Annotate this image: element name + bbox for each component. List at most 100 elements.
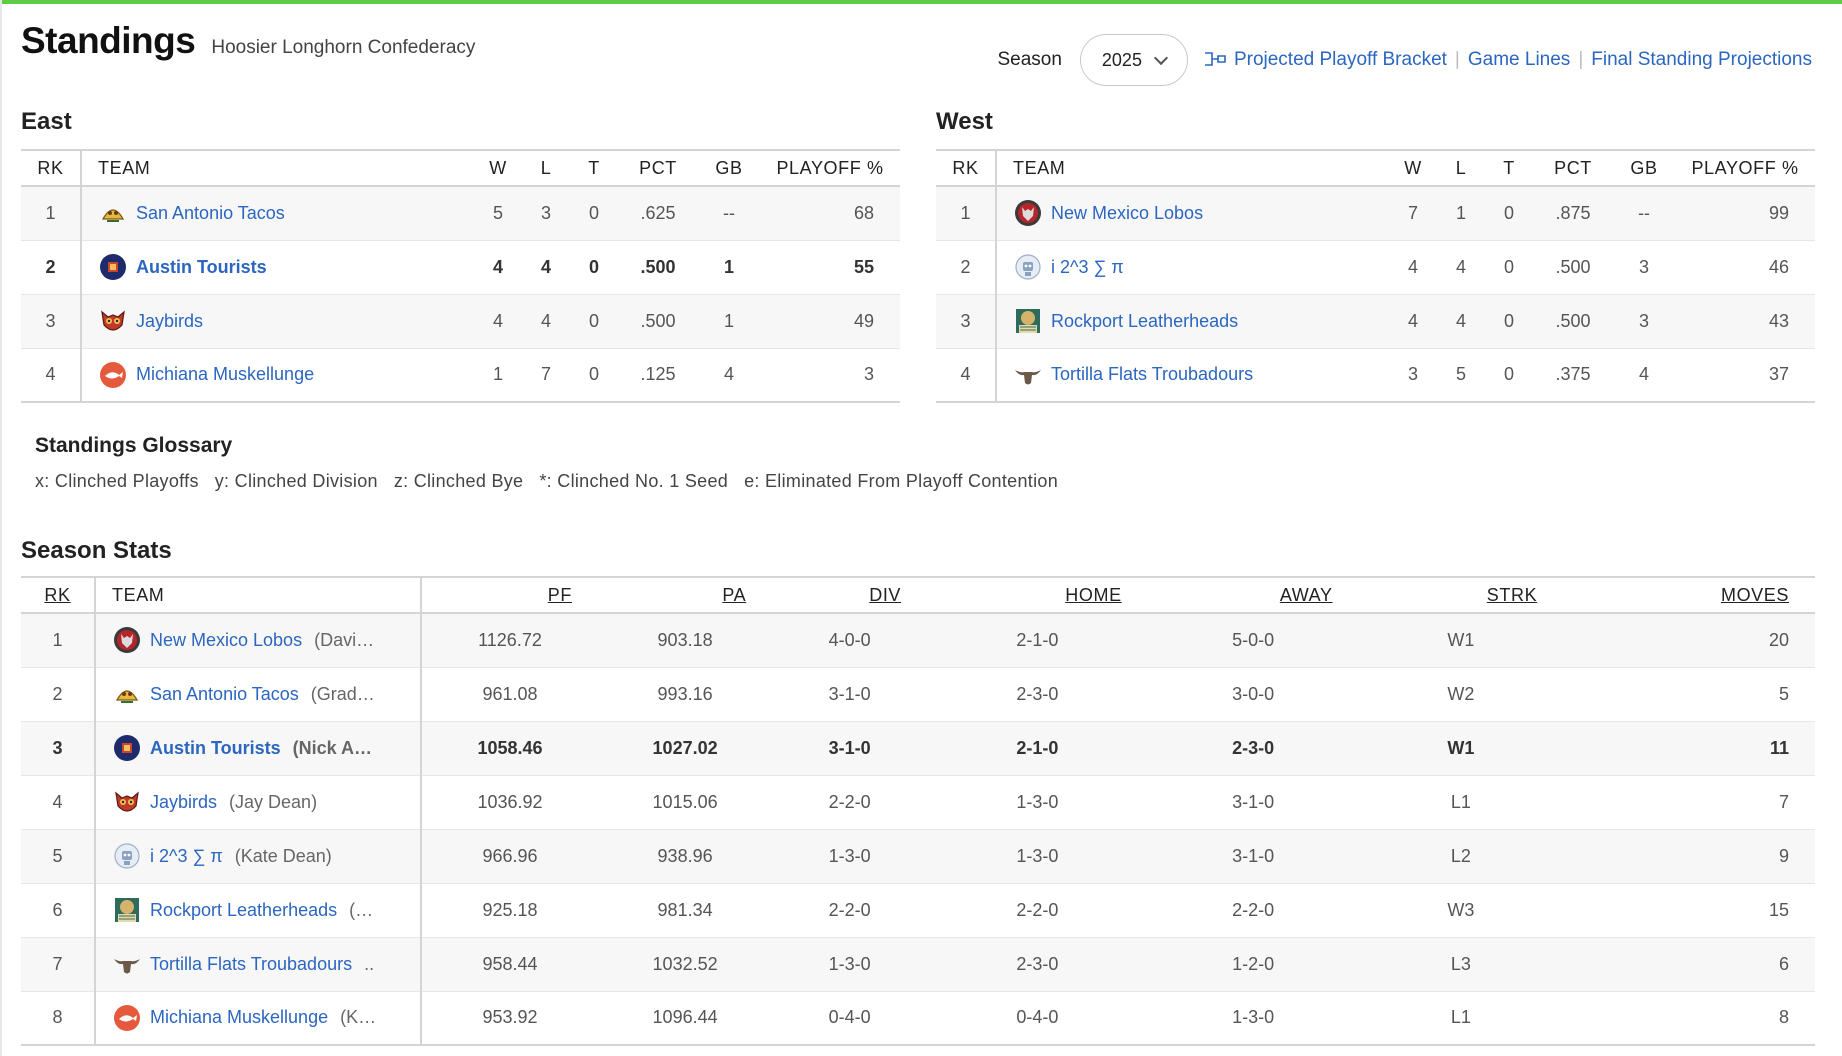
t-cell: 0 [1485, 240, 1533, 295]
team-link[interactable]: Tortilla Flats Troubadours [150, 953, 353, 974]
season-value: 2025 [1101, 49, 1142, 70]
column-header[interactable]: STRK [1358, 576, 1564, 614]
column-header[interactable]: PF [421, 576, 598, 614]
team-link[interactable]: Michiana Muskellunge [136, 364, 315, 385]
gb-cell: 4 [698, 348, 760, 403]
team-link[interactable]: Austin Tourists [150, 737, 281, 758]
team-link[interactable]: i 2^3 ∑ π [1051, 256, 1124, 277]
home-cell: 2-2-0 [927, 883, 1148, 938]
final-standing-projections-link[interactable]: Final Standing Projections [1591, 49, 1812, 70]
team-link[interactable]: San Antonio Tacos [136, 202, 285, 223]
column-header[interactable]: RK [21, 576, 96, 614]
east-standings-table: RK TEAM W L T PCT GB PLAYOFF % 1 San Antonio Taco… [21, 149, 900, 403]
stats-row: 1 New Mexico Lobos (Davi… 1126.72 903.18 4-0-… [21, 613, 1815, 668]
team-link[interactable]: New Mexico Lobos [1051, 202, 1204, 223]
team-link[interactable]: New Mexico Lobos [150, 629, 303, 650]
column-header[interactable]: DIV [772, 576, 928, 614]
pa-cell: 1015.06 [597, 775, 773, 830]
column-header[interactable]: GB [1613, 149, 1675, 187]
team-link[interactable]: Jaybirds [136, 310, 204, 331]
team-link[interactable]: Rockport Leatherheads [1051, 310, 1239, 331]
away-cell: 3-1-0 [1147, 829, 1359, 884]
glossary-item: y: Clinched Division [214, 471, 378, 491]
t-cell: 0 [1485, 348, 1533, 403]
column-header[interactable]: L [522, 149, 570, 187]
rank-cell: 1 [936, 186, 997, 241]
longhorn-icon [112, 949, 142, 979]
tourists-icon [98, 252, 128, 282]
team-cell: Jaybirds (Jay Dean) [95, 775, 422, 830]
column-header[interactable]: HOME [927, 576, 1148, 614]
season-dropdown[interactable]: 2025 [1079, 34, 1188, 86]
strk-cell: W1 [1358, 721, 1564, 776]
column-header[interactable]: RK [936, 149, 997, 187]
team-wrap: Tortilla Flats Troubadours [1013, 360, 1389, 390]
div-cell: 1-3-0 [772, 829, 928, 884]
table-header-row: RK TEAM PF PA DIV HOME AWAY STRK MOVES [21, 576, 1815, 614]
column-header[interactable]: MOVES [1563, 576, 1815, 614]
column-header[interactable]: GB [698, 149, 760, 187]
team-link[interactable]: i 2^3 ∑ π [150, 845, 223, 866]
east-division-title: East [21, 108, 72, 135]
away-cell: 1-2-0 [1147, 937, 1359, 992]
w-cell: 4 [474, 294, 522, 349]
column-header[interactable]: PLAYOFF % [760, 149, 900, 187]
home-cell: 1-3-0 [927, 829, 1148, 884]
div-cell: 3-1-0 [772, 667, 928, 722]
rank-cell: 3 [21, 721, 96, 776]
glossary-item: x: Clinched Playoffs [35, 471, 199, 491]
team-wrap: Michiana Muskellunge (K… [112, 1003, 412, 1033]
moves-cell: 5 [1563, 667, 1815, 722]
owner-name: (Jay Dean) [229, 791, 318, 812]
column-header[interactable]: L [1437, 149, 1485, 187]
team-link[interactable]: Austin Tourists [136, 256, 267, 277]
l-cell: 7 [522, 348, 570, 403]
column-header[interactable]: AWAY [1147, 576, 1359, 614]
team-link[interactable]: Tortilla Flats Troubadours [1051, 364, 1254, 385]
column-header[interactable]: W [1389, 149, 1437, 187]
w-cell: 1 [474, 348, 522, 403]
column-header[interactable]: PA [597, 576, 773, 614]
stats-row: 8 Michiana Muskellunge (K… 953.92 1096.44 0-4… [21, 991, 1815, 1046]
rank-cell: 2 [21, 667, 96, 722]
pf-cell: 966.96 [421, 829, 598, 884]
stats-row: 2 San Antonio Tacos (Grad… 961.08 993.16 3-1-… [21, 667, 1815, 722]
l-cell: 4 [1437, 240, 1485, 295]
team-cell: Rockport Leatherheads (… [95, 883, 422, 938]
standings-row: 4 Michiana Muskellunge 1 7 0.125 4 3 [21, 348, 900, 403]
team-cell: Michiana Muskellunge [81, 348, 474, 403]
season-label: Season [997, 49, 1062, 70]
column-header[interactable]: PCT [1533, 149, 1613, 187]
column-header[interactable]: RK [21, 149, 82, 187]
rank-cell: 3 [21, 294, 82, 349]
team-cell: Rockport Leatherheads [996, 294, 1389, 349]
rank-cell: 5 [21, 829, 96, 884]
team-cell: New Mexico Lobos [996, 186, 1389, 241]
column-header[interactable]: W [474, 149, 522, 187]
column-header[interactable]: PCT [618, 149, 698, 187]
away-cell: 3-1-0 [1147, 775, 1359, 830]
west-division-title: West [936, 108, 993, 135]
t-cell: 0 [570, 240, 618, 295]
home-cell: 2-3-0 [927, 937, 1148, 992]
team-link[interactable]: Jaybirds [150, 791, 218, 812]
separator: | [1578, 49, 1584, 70]
team-link[interactable]: San Antonio Tacos [150, 683, 299, 704]
column-header[interactable]: TEAM [996, 149, 1389, 187]
projected-playoff-bracket-link[interactable]: Projected Playoff Bracket [1233, 49, 1447, 70]
column-header[interactable]: PLAYOFF % [1675, 149, 1815, 187]
pct-cell: .625 [618, 186, 698, 241]
moves-cell: 15 [1563, 883, 1815, 938]
team-wrap: San Antonio Tacos (Grad… [112, 679, 412, 709]
game-lines-link[interactable]: Game Lines [1467, 49, 1571, 70]
strk-cell: W3 [1358, 883, 1564, 938]
rank-cell: 6 [21, 883, 96, 938]
column-header[interactable]: TEAM [81, 149, 474, 187]
column-header[interactable]: TEAM [95, 576, 422, 614]
team-link[interactable]: Michiana Muskellunge [150, 1007, 329, 1028]
column-header[interactable]: T [570, 149, 618, 187]
team-link[interactable]: Rockport Leatherheads [150, 899, 338, 920]
team-cell: San Antonio Tacos (Grad… [95, 667, 422, 722]
column-header[interactable]: T [1485, 149, 1533, 187]
